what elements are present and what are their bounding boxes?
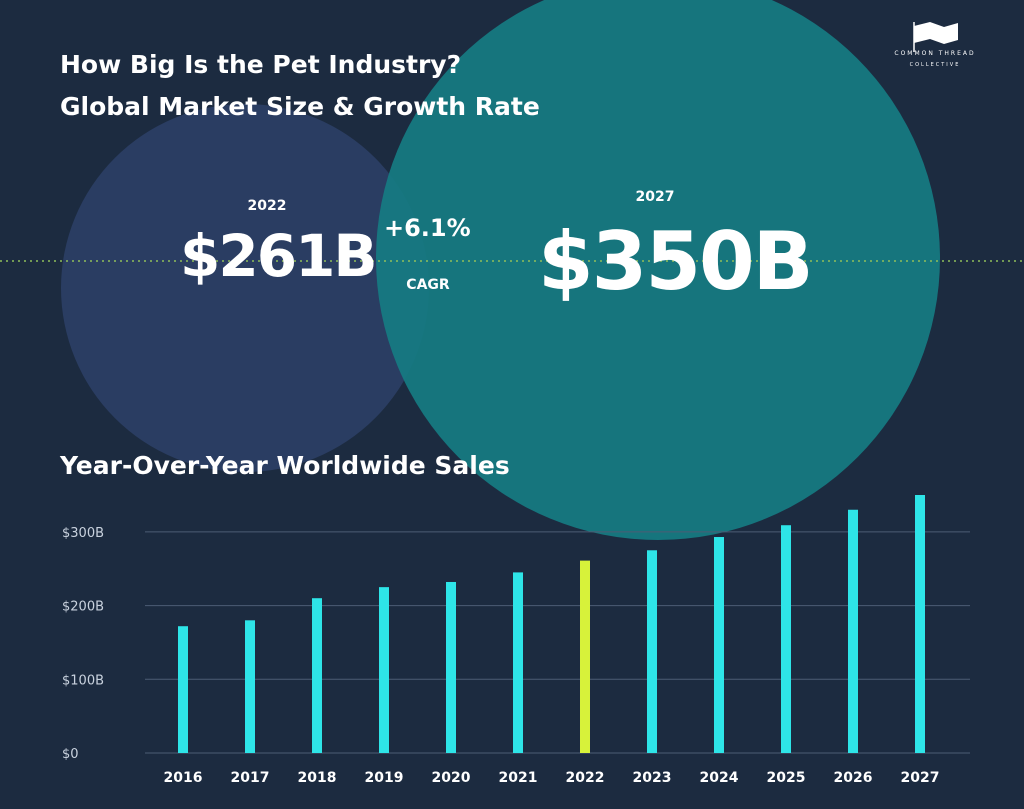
cagr-value: +6.1% (384, 214, 471, 242)
y-tick-label: $0 (62, 747, 79, 762)
bar-2026 (848, 509, 858, 753)
x-tick-label: 2018 (298, 770, 337, 786)
bar-2019 (379, 587, 389, 753)
bar-2018 (312, 598, 322, 753)
y-tick-label: $300B (62, 526, 104, 541)
x-tick-label: 2026 (834, 770, 873, 786)
page-title: How Big Is the Pet Industry? (60, 50, 462, 79)
x-tick-label: 2023 (633, 770, 672, 786)
bar-2016 (178, 626, 188, 753)
logo-tagline: COLLECTIVE (909, 62, 961, 68)
flag-logo-icon (913, 22, 958, 52)
bar-2027 (915, 495, 925, 753)
x-tick-label: 2021 (499, 770, 538, 786)
end-year-label: 2027 (635, 189, 675, 205)
bar-2025 (781, 525, 791, 753)
end-value: $350B (538, 215, 814, 308)
y-tick-label: $200B (62, 600, 104, 615)
x-tick-label: 2019 (365, 770, 404, 786)
page-subtitle: Global Market Size & Growth Rate (60, 92, 540, 121)
bar-2023 (647, 550, 657, 753)
x-tick-label: 2024 (700, 770, 739, 786)
y-tick-label: $100B (62, 673, 104, 688)
x-tick-label: 2025 (767, 770, 806, 786)
x-tick-label: 2020 (432, 770, 471, 786)
bar-chart: $0 $100B $200B $300B 2016 2017 2018 2019 2020 202… (62, 495, 970, 786)
bar-2020 (446, 581, 456, 753)
start-year-label: 2022 (247, 198, 287, 214)
bar-2021 (513, 572, 523, 753)
x-tick-label: 2027 (901, 770, 940, 786)
section-title: Year-Over-Year Worldwide Sales (60, 451, 510, 480)
cagr-label: CAGR (406, 277, 450, 293)
bar-2024 (714, 537, 724, 753)
x-tick-label: 2017 (231, 770, 270, 786)
logo-name: COMMON THREAD (894, 50, 976, 57)
x-tick-label: 2022 (566, 770, 605, 786)
circle-2022 (61, 104, 429, 472)
bar-2022 (580, 560, 590, 753)
circle-2027 (376, 0, 940, 540)
bar-2017 (245, 620, 255, 753)
start-value: $261B (180, 222, 378, 290)
x-tick-label: 2016 (164, 770, 203, 786)
